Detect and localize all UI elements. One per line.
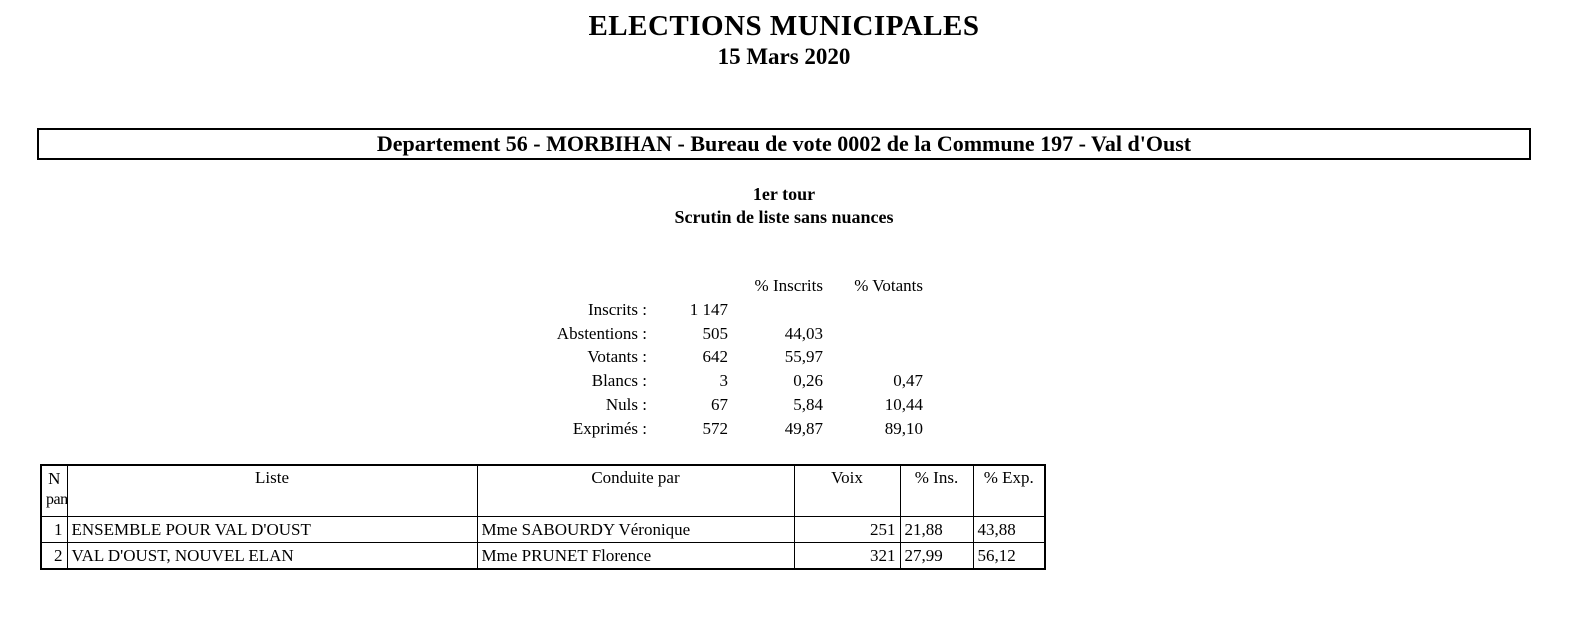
stat-pct-inscrits — [728, 298, 823, 322]
liste-name: ENSEMBLE POUR VAL D'OUST — [66, 516, 478, 543]
col-header-voix: Voix — [793, 464, 901, 517]
election-date: 15 Mars 2020 — [717, 44, 851, 69]
results-row-1: 1 ENSEMBLE POUR VAL D'OUST Mme SABOURDY … — [40, 516, 1046, 543]
pct-exprimes: 56,12 — [972, 542, 1046, 570]
round-label: 1er tour — [752, 184, 816, 204]
voix-count: 251 — [793, 516, 901, 543]
col-header-conduite: Conduite par — [476, 464, 795, 517]
stat-pct-inscrits: 49,87 — [784, 418, 823, 438]
stats-row-blancs: Blancs : 3 0,26 0,47 — [525, 369, 923, 393]
stat-pct-inscrits: 44,03 — [784, 323, 823, 343]
col-header-panel-line1: N — [48, 469, 61, 488]
stat-value: 572 — [702, 418, 729, 438]
stats-row-inscrits: Inscrits : 1 147 — [525, 298, 923, 322]
department-banner-text: Departement 56 - MORBIHAN - Bureau de vo… — [376, 131, 1192, 156]
col-header-panel: N pan — [40, 464, 68, 517]
stats-header-row: % Inscrits % Votants — [525, 274, 923, 298]
vote-statistics-table: % Inscrits % Votants Inscrits : 1 147 Ab… — [525, 274, 923, 441]
stat-pct-votants — [823, 298, 923, 322]
stats-header-pct-votants: % Votants — [854, 276, 923, 295]
stats-row-nuls: Nuls : 67 5,84 10,44 — [525, 393, 923, 417]
department-banner: Departement 56 - MORBIHAN - Bureau de vo… — [37, 128, 1531, 160]
stat-value: 642 — [702, 347, 729, 367]
col-header-panel-line2: pan — [46, 491, 67, 508]
stat-label: Inscrits : — [587, 299, 647, 319]
ballot-type-label: Scrutin de liste sans nuances — [674, 207, 894, 227]
stat-pct-inscrits: 0,26 — [793, 371, 823, 391]
stat-pct-votants: 0,47 — [893, 371, 923, 391]
panel-number: 2 — [40, 542, 68, 570]
pct-inscrits: 27,99 — [899, 542, 974, 570]
stat-label: Votants : — [587, 347, 647, 367]
stat-label: Blancs : — [591, 371, 647, 391]
conduite-par: Mme SABOURDY Véronique — [476, 516, 795, 543]
stat-pct-votants — [823, 345, 923, 369]
pct-exprimes: 43,88 — [972, 516, 1046, 543]
page-title: ELECTIONS MUNICIPALES — [588, 10, 980, 42]
stat-pct-inscrits: 55,97 — [784, 347, 823, 367]
panel-number: 1 — [40, 516, 68, 543]
voix-count: 321 — [793, 542, 901, 570]
pct-inscrits: 21,88 — [899, 516, 974, 543]
results-table: N pan Liste Conduite par Voix % Ins. % E… — [40, 464, 1046, 570]
stat-pct-votants: 89,10 — [884, 418, 923, 438]
col-header-liste: Liste — [66, 464, 478, 517]
conduite-par: Mme PRUNET Florence — [476, 542, 795, 570]
stat-value: 1 147 — [689, 299, 728, 319]
stat-label: Exprimés : — [572, 418, 647, 438]
stat-label: Abstentions : — [556, 323, 647, 343]
liste-name: VAL D'OUST, NOUVEL ELAN — [66, 542, 478, 570]
col-header-pct-exp: % Exp. — [972, 464, 1046, 517]
stat-pct-votants: 10,44 — [884, 394, 923, 414]
col-header-pct-ins: % Ins. — [899, 464, 974, 517]
stats-row-votants: Votants : 642 55,97 — [525, 345, 923, 369]
stats-header-pct-inscrits: % Inscrits — [754, 276, 823, 295]
stats-row-exprimes: Exprimés : 572 49,87 89,10 — [525, 417, 923, 441]
stats-row-abstentions: Abstentions : 505 44,03 — [525, 322, 923, 346]
results-header-row: N pan Liste Conduite par Voix % Ins. % E… — [40, 464, 1046, 517]
stat-pct-inscrits: 5,84 — [793, 394, 823, 414]
results-row-2: 2 VAL D'OUST, NOUVEL ELAN Mme PRUNET Flo… — [40, 542, 1046, 570]
stat-value: 3 — [719, 371, 729, 391]
stat-value: 505 — [702, 323, 729, 343]
stat-pct-votants — [823, 322, 923, 346]
stat-label: Nuls : — [605, 394, 647, 414]
stat-value: 67 — [711, 394, 728, 414]
